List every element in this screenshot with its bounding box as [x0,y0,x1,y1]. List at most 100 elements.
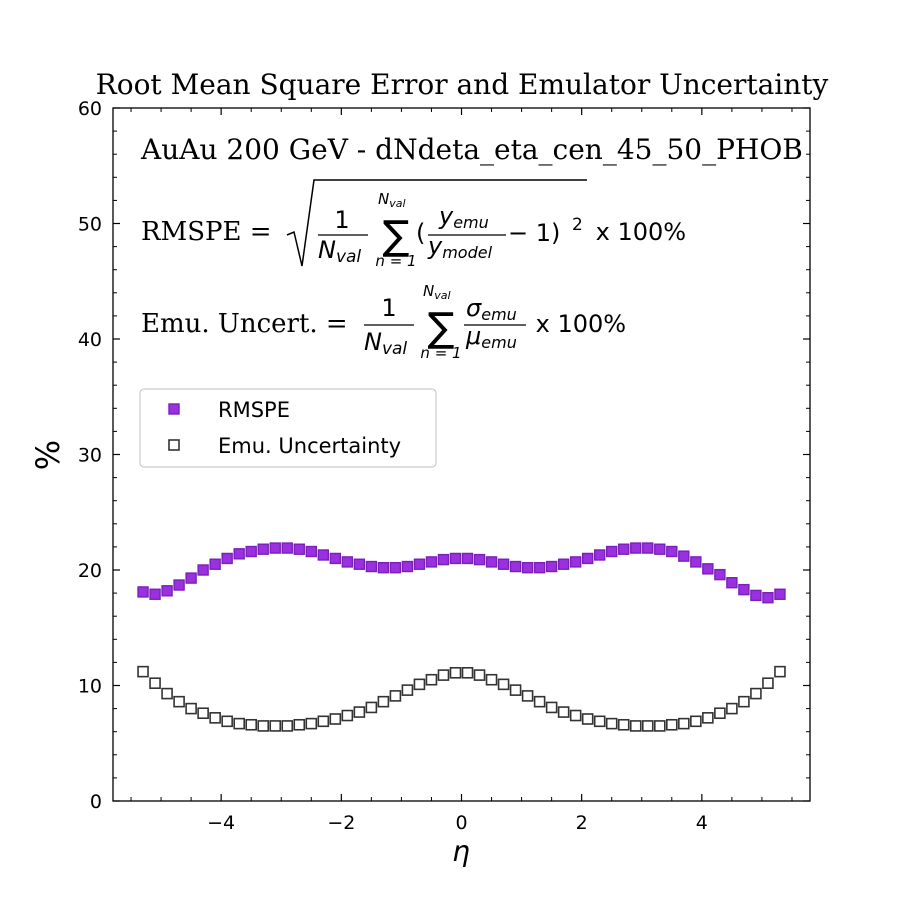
uncertainty-point [617,718,630,731]
uncertainty-point [233,717,245,730]
rmspe-point [497,558,510,570]
rmspe-point [425,556,438,568]
rmspe-point [509,560,522,573]
rmspe-point [762,592,774,604]
uncertainty-point [545,701,558,714]
rmspe-point [557,558,570,570]
y-tick-label: 30 [78,445,102,467]
rmspe-frac-one: 1 [334,206,349,234]
x-tick-label: 0 [455,812,467,834]
rmspe-point [161,585,173,597]
uncertainty-point [702,712,714,724]
uncertainty-point [137,665,149,678]
rmspe-point [173,579,185,591]
uncertainty-point [569,709,582,722]
y-tick-label: 40 [78,329,102,351]
uncertainty-point [593,715,606,728]
uncertainty-point [221,715,233,728]
uncertainty-point [738,695,750,708]
rmspe-point [461,552,474,565]
rmspe-tail: x 100% [588,218,686,246]
uncertainty-point [473,669,486,681]
rmspe-point [750,589,762,602]
chart-title: Root Mean Square Error and Emulator Unce… [96,68,829,101]
rmspe-point [305,545,317,558]
x-tick-label: −2 [327,812,355,834]
rmspe-point [377,561,390,574]
x-tick-label: 2 [576,812,588,834]
rmspe-point [774,588,786,600]
rmspe-denominator: ymodel [427,232,493,262]
rmspe-point [666,545,678,558]
uncertainty-point [497,678,510,691]
rmspe-point [269,542,281,554]
uncertainty-point [305,717,318,730]
chart-subtitle: AuAu 200 GeV - dNdeta_eta_cen_45_50_PHOB [140,133,803,166]
uncertainty-point [557,706,570,718]
uncertainty-point [509,684,522,696]
unc-frac-one: 1 [381,294,396,322]
y-tick-label: 60 [78,98,102,120]
unc-sum-upper: Nval [423,282,451,302]
rmspe-frac-denominator: Nval [318,236,361,267]
legend: RMSPE Emu. Uncertainty [139,388,437,468]
rmspe-point [702,563,714,575]
rmspe-point [137,586,149,598]
rmspe-point [714,568,726,581]
rmspe-sum-sign: ∑ [383,213,410,259]
y-axis-label: % [29,440,67,470]
uncertainty-point [666,718,678,731]
rmspe-point [221,552,233,565]
uncertainty-point [341,709,354,722]
unc-denominator: μemu [465,322,517,352]
uncertainty-point [449,666,462,679]
rmspe-point [545,560,558,573]
rmspe-point [606,545,618,558]
uncertainty-point [533,695,546,708]
y-tick-label: 0 [90,791,102,813]
rmspe-point [257,543,269,555]
rmspe-point [353,558,366,570]
rmspe-point [642,542,654,554]
uncertainty-point [425,673,438,686]
rmspe-point [401,560,414,573]
series-uncertainty [137,665,786,732]
rmspe-point [738,583,750,596]
uncertainty-point [726,702,738,715]
y-tick-label: 50 [78,214,102,236]
rmspe-point [389,561,402,574]
uncertainty-point [317,715,330,728]
uncertainty-point [461,666,474,679]
uncertainty-point [678,717,690,730]
rmspe-point [485,556,498,568]
uncertainty-point [714,707,726,720]
y-tick-label: 10 [78,676,102,698]
legend-box [139,388,437,468]
rmspe-point [678,550,690,562]
x-axis-label: η [452,835,470,868]
uncertainty-point [161,687,173,700]
rmspe-point [593,549,606,561]
uncertainty-point [605,717,618,730]
uncertainty-point [293,718,306,731]
rmspe-point [618,543,630,555]
uncertainty-point [581,713,594,725]
rmspe-paren-open: ( [416,219,425,247]
uncertainty-point [149,677,161,689]
rmspe-point [365,560,378,573]
rmspe-minus-one: − 1) [508,219,560,247]
rmspe-point [209,558,221,570]
uncertainty-point [257,720,270,732]
legend-marker-uncertainty [168,439,180,451]
rmspe-point [281,542,293,554]
rmspe-sum-upper: Nval [378,190,406,210]
uncertainty-point [173,695,185,708]
uncertainty-point [521,690,534,702]
uncertainty-point [269,720,282,732]
uncertainty-point [377,695,390,708]
uncertainty-point [401,684,414,696]
rmspe-point [329,552,342,565]
rmspe-point [521,561,534,574]
rmspe-numerator: yemu [438,202,489,232]
